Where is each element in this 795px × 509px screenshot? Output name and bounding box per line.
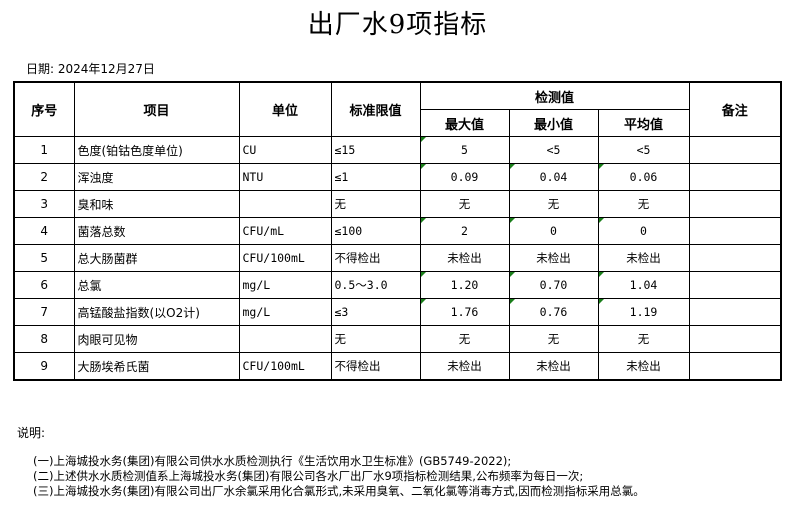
header-max: 最大值 [419, 109, 510, 137]
table-row: 9 大肠埃希氏菌 CFU/100mL 不得检出 未检出 未检出 未检出 [13, 352, 782, 381]
cell-max: 无 [419, 190, 510, 218]
cell-item: 总大肠菌群 [73, 244, 240, 272]
cell-no: 4 [13, 217, 75, 245]
note-item: (二)上述供水水质检测值系上海城投水务(集团)有限公司各水厂出厂水9项指标检测结… [33, 469, 584, 483]
cell-avg: 未检出 [597, 244, 690, 272]
table-row: 5 总大肠菌群 CFU/100mL 不得检出 未检出 未检出 未检出 [13, 244, 782, 272]
cell-item: 浑浊度 [73, 163, 240, 191]
header-unit: 单位 [238, 81, 332, 137]
header-avg: 平均值 [597, 109, 690, 137]
cell-no: 5 [13, 244, 75, 272]
cell-item: 高锰酸盐指数(以O2计) [73, 298, 240, 326]
cell-avg: 无 [597, 325, 690, 353]
cell-min: 未检出 [508, 244, 599, 272]
cell-limit: 无 [330, 190, 421, 218]
header-no: 序号 [13, 81, 75, 137]
table-row: 6 总氯 mg/L 0.5～3.0 1.20 0.70 1.04 [13, 271, 782, 299]
cell-avg: 无 [597, 190, 690, 218]
cell-no: 2 [13, 163, 75, 191]
cell-max: 2 [419, 217, 510, 245]
cell-unit: CFU/100mL [238, 244, 332, 272]
cell-remark [688, 298, 782, 326]
table-row: 1 色度(铂钴色度单位) CU ≤15 5 <5 <5 [13, 136, 782, 164]
table-row: 7 高锰酸盐指数(以O2计) mg/L ≤3 1.76 0.76 1.19 [13, 298, 782, 326]
cell-no: 9 [13, 352, 75, 381]
cell-item: 总氯 [73, 271, 240, 299]
cell-no: 7 [13, 298, 75, 326]
cell-max: 5 [419, 136, 510, 164]
cell-no: 8 [13, 325, 75, 353]
cell-max: 1.20 [419, 271, 510, 299]
cell-remark [688, 271, 782, 299]
cell-remark [688, 136, 782, 164]
cell-unit [238, 190, 332, 218]
cell-item: 肉眼可见物 [73, 325, 240, 353]
cell-limit: ≤15 [330, 136, 421, 164]
cell-min: 0.70 [508, 271, 599, 299]
cell-unit: mg/L [238, 271, 332, 299]
header-remark: 备注 [688, 81, 782, 137]
cell-avg: 0 [597, 217, 690, 245]
notes: (一)上海城投水务(集团)有限公司供水水质检测执行《生活饮用水卫生标准》(GB5… [33, 454, 645, 499]
cell-unit: CFU/100mL [238, 352, 332, 381]
header-item: 项目 [73, 81, 240, 137]
cell-avg: 未检出 [597, 352, 690, 381]
cell-max: 未检出 [419, 352, 510, 381]
cell-no: 6 [13, 271, 75, 299]
cell-unit: CFU/mL [238, 217, 332, 245]
cell-unit [238, 325, 332, 353]
cell-limit: ≤3 [330, 298, 421, 326]
cell-max: 未检出 [419, 244, 510, 272]
cell-remark [688, 190, 782, 218]
cell-limit: 不得检出 [330, 244, 421, 272]
report-date: 日期: 2024年12月27日 [26, 62, 155, 76]
water-quality-table: 序号 项目 单位 标准限值 检测值 备注 最大值 最小值 平均值 1 色度(铂钴色… [13, 81, 783, 381]
cell-limit: 0.5～3.0 [330, 271, 421, 299]
notes-heading: 说明: [17, 426, 46, 440]
cell-unit: CU [238, 136, 332, 164]
table-row: 3 臭和味无无无无 [13, 190, 782, 218]
cell-avg: 1.19 [597, 298, 690, 326]
table-row: 2 浑浊度 NTU ≤1 0.09 0.04 0.06 [13, 163, 782, 191]
note-item: (三)上海城投水务(集团)有限公司出厂水余氯采用化合氯形式,未采用臭氧、二氧化氯… [33, 484, 645, 498]
cell-max: 0.09 [419, 163, 510, 191]
cell-max: 无 [419, 325, 510, 353]
header-detect: 检测值 [419, 81, 690, 110]
cell-min: 0.04 [508, 163, 599, 191]
cell-no: 1 [13, 136, 75, 164]
cell-remark [688, 163, 782, 191]
cell-no: 3 [13, 190, 75, 218]
cell-remark [688, 244, 782, 272]
table-row: 4 菌落总数 CFU/mL ≤100 2 0 0 [13, 217, 782, 245]
page-title: 出厂水9项指标 [307, 10, 488, 40]
note-item: (一)上海城投水务(集团)有限公司供水水质检测执行《生活饮用水卫生标准》(GB5… [33, 454, 512, 468]
cell-limit: 不得检出 [330, 352, 421, 381]
cell-remark [688, 352, 782, 381]
cell-item: 色度(铂钴色度单位) [73, 136, 240, 164]
cell-min: 未检出 [508, 352, 599, 381]
cell-item: 菌落总数 [73, 217, 240, 245]
cell-avg: <5 [597, 136, 690, 164]
cell-limit: 无 [330, 325, 421, 353]
cell-min: 0 [508, 217, 599, 245]
cell-remark [688, 217, 782, 245]
cell-unit: NTU [238, 163, 332, 191]
cell-min: 无 [508, 190, 599, 218]
cell-item: 臭和味 [73, 190, 240, 218]
cell-limit: ≤1 [330, 163, 421, 191]
cell-min: 无 [508, 325, 599, 353]
cell-avg: 1.04 [597, 271, 690, 299]
cell-limit: ≤100 [330, 217, 421, 245]
cell-min: 0.76 [508, 298, 599, 326]
cell-max: 1.76 [419, 298, 510, 326]
cell-avg: 0.06 [597, 163, 690, 191]
cell-min: <5 [508, 136, 599, 164]
cell-unit: mg/L [238, 298, 332, 326]
header-min: 最小值 [508, 109, 599, 137]
cell-remark [688, 325, 782, 353]
header-limit: 标准限值 [330, 81, 421, 137]
table-row: 8 肉眼可见物无无无无 [13, 325, 782, 353]
cell-item: 大肠埃希氏菌 [73, 352, 240, 381]
